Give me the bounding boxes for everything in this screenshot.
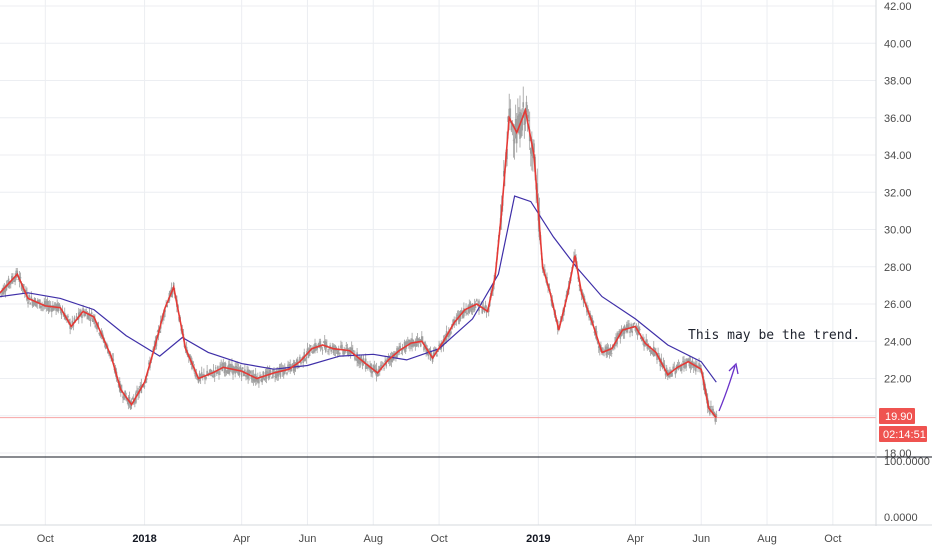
price-tick-label: 22.00 <box>884 374 912 386</box>
time-tick-label: Oct <box>431 533 448 545</box>
price-tick-label: 18.00 <box>884 448 912 460</box>
time-tick-label: Apr <box>233 533 250 545</box>
time-tick-label: 2018 <box>132 533 156 545</box>
price-line <box>0 107 717 419</box>
time-tick-label: Apr <box>627 533 644 545</box>
trend-arrow[interactable] <box>718 365 736 412</box>
price-tick-label: 24.00 <box>884 336 912 348</box>
price-tick-label: 34.00 <box>884 150 912 162</box>
last-price-badge: 19.90 <box>879 408 915 424</box>
countdown-label: 02:14:51 <box>883 429 926 441</box>
time-tick-label: Aug <box>363 533 383 545</box>
moving-average-line <box>0 195 717 383</box>
time-tick-label: Jun <box>299 533 317 545</box>
time-axis[interactable]: Oct 2018 Apr Jun Aug Oct 2019 Apr Jun Aug Oct <box>37 533 842 545</box>
price-axis[interactable]: 42.00 40.00 38.00 36.00 34.00 32.00 30.00 28.00… <box>884 1 912 460</box>
grid <box>0 0 876 525</box>
price-tick-label: 32.00 <box>884 187 912 199</box>
price-tick-label: 42.00 <box>884 1 912 13</box>
time-tick-label: 2019 <box>526 533 550 545</box>
indicator-tick-label: 100.0000 <box>884 456 930 468</box>
price-tick-label: 26.00 <box>884 299 912 311</box>
price-tick-label: 30.00 <box>884 225 912 237</box>
time-tick-label: Aug <box>757 533 777 545</box>
indicator-axis[interactable]: 100.0000 0.0000 <box>884 456 930 524</box>
price-tick-label: 38.00 <box>884 76 912 88</box>
last-price-label: 19.90 <box>885 411 913 423</box>
countdown-badge: 02:14:51 <box>879 426 927 442</box>
time-tick-label: Oct <box>37 533 54 545</box>
trend-arrow-head <box>728 362 739 375</box>
indicator-tick-label: 0.0000 <box>884 512 918 524</box>
price-tick-label: 28.00 <box>884 262 912 274</box>
time-tick-label: Jun <box>692 533 710 545</box>
annotation-text[interactable]: This may be the trend. <box>688 328 860 343</box>
candles <box>0 86 718 425</box>
time-tick-label: Oct <box>824 533 841 545</box>
price-tick-label: 36.00 <box>884 113 912 125</box>
price-tick-label: 40.00 <box>884 38 912 50</box>
